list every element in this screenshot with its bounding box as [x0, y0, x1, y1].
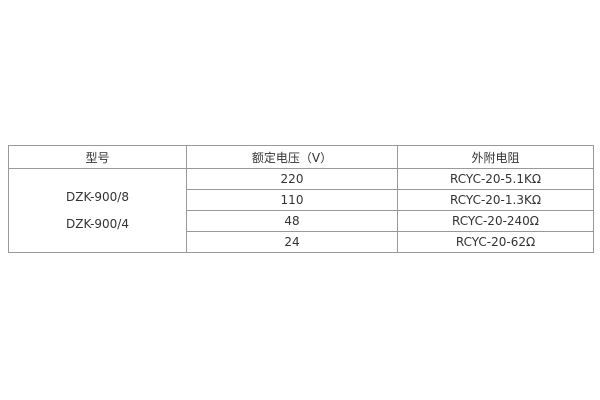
model-list: DZK-900/8 DZK-900/4: [9, 190, 186, 231]
model-name: DZK-900/8: [66, 190, 129, 204]
voltage-cell: 220: [186, 168, 398, 190]
resistance-cell: RCYC-20-62Ω: [397, 231, 594, 253]
relay-spec-table: 型号 额定电压（V） 外附电阻 DZK-900/8 DZK-900/4 220 …: [8, 145, 594, 253]
voltage-cell: 24: [186, 231, 398, 253]
model-cell: DZK-900/8 DZK-900/4: [8, 168, 187, 253]
header-model: 型号: [8, 145, 187, 169]
resistance-cell: RCYC-20-1.3KΩ: [397, 189, 594, 211]
table-row: 24 RCYC-20-62Ω: [9, 231, 594, 253]
resistance-cell: RCYC-20-240Ω: [397, 210, 594, 232]
table-row: 110 RCYC-20-1.3KΩ: [9, 189, 594, 211]
table-row: DZK-900/8 DZK-900/4 220 RCYC-20-5.1KΩ: [8, 168, 594, 253]
resistance-cell: RCYC-20-5.1KΩ: [397, 168, 594, 190]
header-external-resistance: 外附电阻: [397, 145, 594, 169]
table-header-row: 型号 额定电压（V） 外附电阻: [8, 145, 594, 169]
voltage-cell: 110: [186, 189, 398, 211]
voltage-cell: 48: [186, 210, 398, 232]
table-row: 48 RCYC-20-240Ω: [9, 210, 594, 232]
model-name: DZK-900/4: [66, 217, 129, 231]
header-rated-voltage: 额定电压（V）: [186, 145, 398, 169]
